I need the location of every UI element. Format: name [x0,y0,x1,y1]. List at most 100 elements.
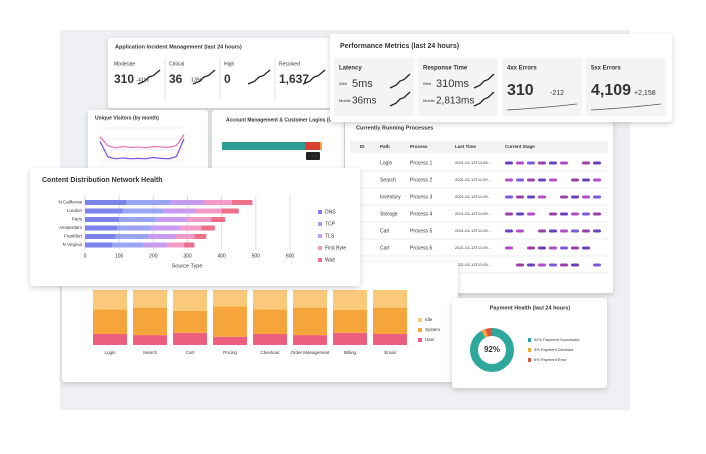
line-series [99,134,185,149]
x-tick-label: Checkout [260,350,280,355]
table-cell: Search [380,177,396,183]
legend-swatch [418,338,422,342]
bar-segment [93,334,127,345]
metric-card [418,58,498,116]
stat-change: -41% [136,77,149,83]
stage-dash [560,212,568,216]
legend-label: User [425,337,435,342]
bar-segment [196,208,222,214]
card-label: 5xx Errors [591,66,621,72]
stat-change: 13% [191,77,202,83]
stat-label: Moderate [114,61,135,67]
stage-dash [560,246,568,250]
legend-swatch [318,210,322,214]
bar-segment [293,290,327,308]
table-cell: Cart [380,228,390,234]
bar-segment [253,309,287,334]
table-header-bg [350,141,608,153]
stage-dash [582,178,590,182]
bar-segment [213,306,247,337]
value-label: 83% [308,153,319,159]
bar-segment [133,307,167,336]
stage-dash [516,229,524,233]
stage-dash [549,161,557,165]
bar-segment [143,242,167,248]
bar-segment [173,290,207,311]
stat-label: Resolved [279,61,300,67]
bar-segment [293,307,327,336]
row-value: 36ms [352,96,376,107]
sparkline [192,69,216,85]
stage-dash [516,195,524,199]
table-cell: Process 4 [410,211,432,217]
y-tick-label: Frankfurt [64,234,83,239]
x-tick-label: Pricing [223,350,237,355]
legend-label: TCP [325,221,336,227]
stage-dash [582,195,590,199]
stage-dash [549,229,557,233]
bar-segment [204,200,232,205]
bar-segment [373,334,407,345]
stage-dash [505,246,513,250]
bar-segment [213,290,247,307]
table-cell: 2021-01-13T11:09... [455,262,491,267]
bar-segment [221,208,239,214]
stage-dash [593,212,601,216]
table-cell: 2021-01-13T11:09... [455,211,491,216]
bar-segment [194,234,207,239]
column-header: Path [380,144,390,149]
x-tick-label: Cart [186,350,195,355]
x-tick-label: Email [384,350,395,355]
sparkline [506,103,578,111]
stage-dash [516,263,524,267]
x-tick-label: 400 [217,253,226,259]
stage-dash [593,178,601,182]
sparkline [302,69,326,85]
stage-dash [571,263,579,267]
bar-segment [213,336,247,345]
metric-card [334,58,414,116]
column-header: Last Time [455,144,476,149]
legend-swatch [418,328,422,332]
row-value: 310ms [436,78,470,90]
legend-swatch [318,222,322,226]
bar-segment [167,242,185,248]
bar-segment [85,200,126,205]
bar-segment [175,234,195,239]
table-cell: 2021-01-13T11:09... [455,228,491,233]
bar-segment [333,332,367,345]
legend-swatch [528,348,531,352]
bar-segment [373,290,407,308]
row-label: Web [339,81,348,86]
panel-title: Payment Health (last 24 hours) [490,305,571,311]
legend-swatch [318,234,322,238]
legend-label: DNS [325,209,336,215]
bar-segment [320,142,322,150]
x-tick-label: Order Management [290,350,330,355]
legend-label: 5% Payment Error [534,357,567,362]
stage-dash [538,195,546,199]
bar-segment [112,242,144,248]
donut-slice [470,328,514,372]
sparkline [389,91,411,107]
legend-label: Wait [325,257,335,263]
value-badge [306,152,320,160]
column-header: Process [410,144,428,149]
bar-segment [93,309,127,334]
bar-segment [85,234,116,239]
stage-dash [571,178,579,182]
bar-segment [115,234,149,239]
table-cell: Inventory [380,194,401,200]
bar-segment [293,335,327,345]
bar-segment [151,225,181,231]
bar-segment [231,200,253,205]
bar-segment [126,200,171,205]
stage-dash [527,263,535,267]
row-label: Mobile [339,98,352,103]
legend-label: TLS [325,233,335,239]
legend-label: First Byte [325,245,346,251]
bar-segment [119,217,157,222]
stage-dash [549,178,557,182]
stage-dash [560,195,568,199]
stage-dash [527,195,535,199]
